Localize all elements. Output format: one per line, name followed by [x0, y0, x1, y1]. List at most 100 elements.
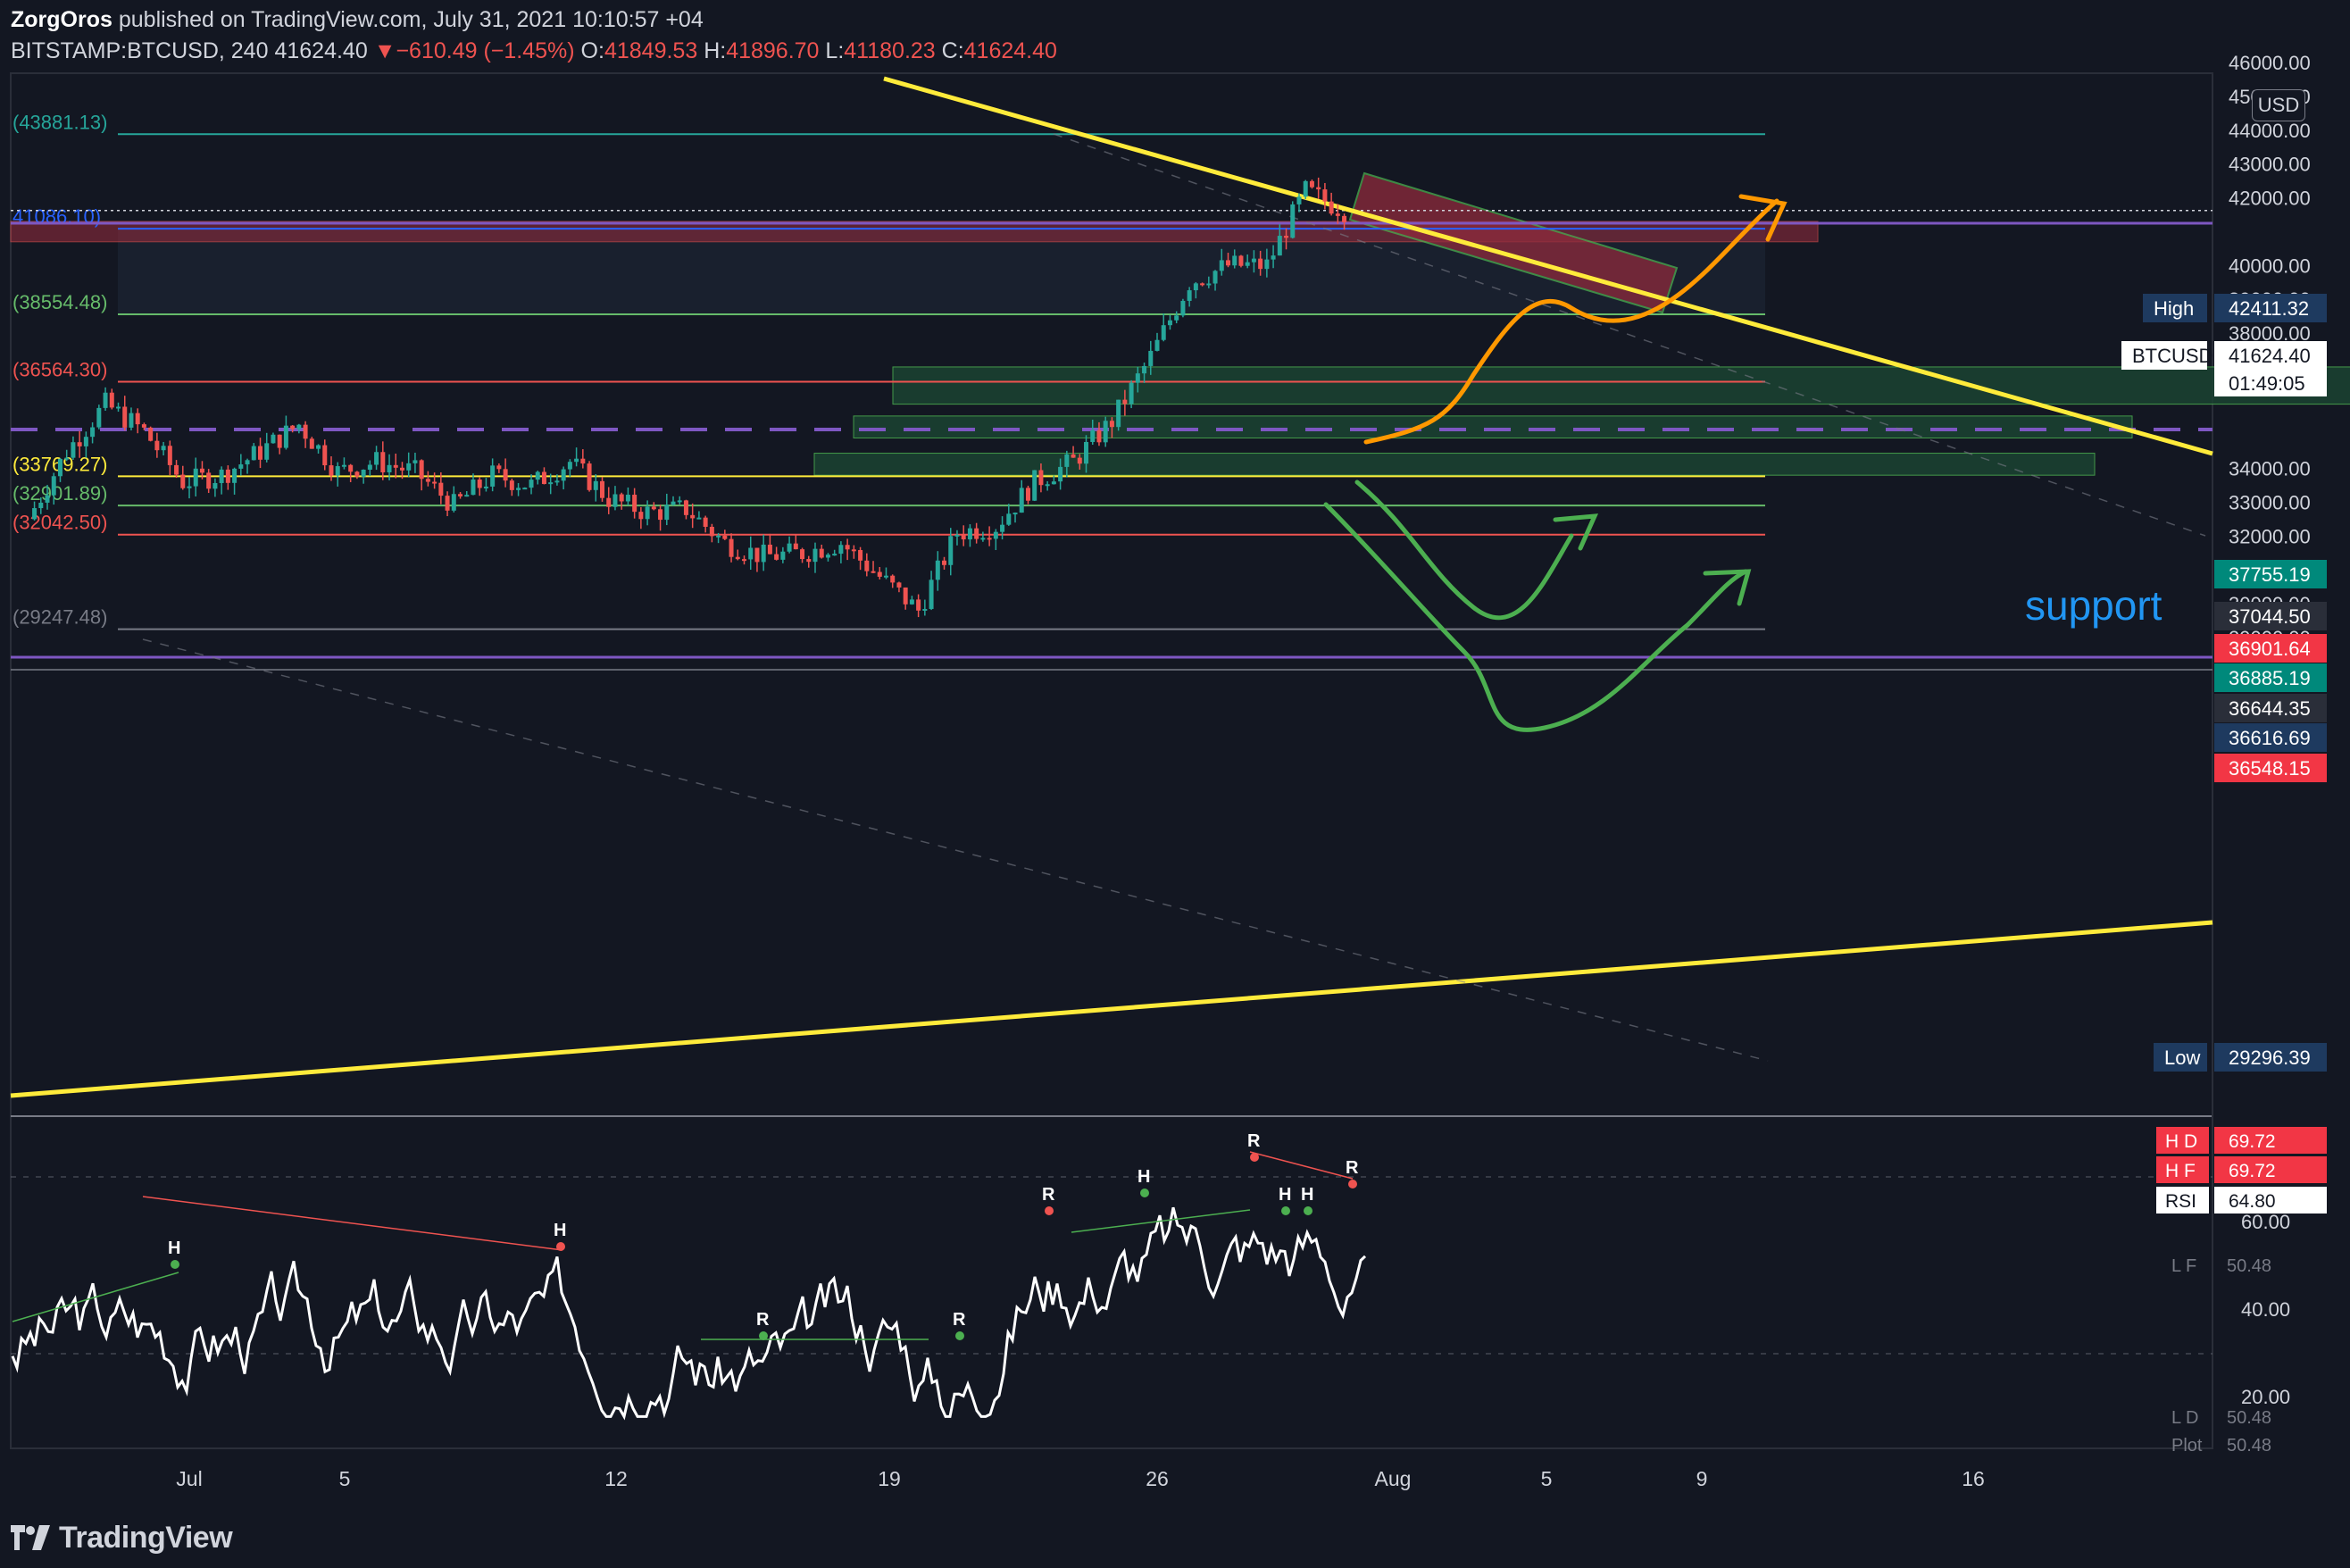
candle-body — [380, 452, 386, 472]
candle-body — [883, 575, 888, 578]
time-axis-tick: 26 — [1146, 1467, 1169, 1490]
candle-body — [806, 559, 812, 563]
candle-body — [154, 440, 160, 451]
candle-body — [225, 469, 230, 483]
price-badge — [2214, 1043, 2327, 1072]
time-axis-tick: 12 — [604, 1467, 628, 1490]
candle-body — [1012, 513, 1018, 515]
candle-body — [1142, 365, 1147, 374]
candle-body — [490, 465, 496, 487]
rsi-axis-tick: 60.00 — [2241, 1211, 2290, 1233]
price-axis-tick: 46000.00 — [2229, 52, 2311, 74]
candle-body — [1329, 201, 1334, 214]
fib-level-label: (38554.48) — [12, 291, 107, 313]
candle-body — [425, 479, 430, 482]
candle-body — [1090, 430, 1096, 443]
candle-body — [625, 495, 630, 502]
candle-body — [1187, 290, 1192, 301]
price-badge-value: 37755.19 — [2229, 563, 2311, 586]
candle-body — [1167, 320, 1172, 326]
candle-body — [935, 560, 940, 580]
candle-body — [864, 560, 870, 571]
high-label: H: — [704, 38, 727, 63]
candle-body — [522, 488, 528, 490]
candle-body — [735, 556, 740, 560]
candle-body — [1271, 255, 1276, 260]
candle-body — [774, 554, 779, 560]
candle-body — [187, 486, 192, 488]
candle-body — [1245, 262, 1250, 266]
candle-body — [180, 474, 186, 488]
low-label: L: — [825, 38, 845, 63]
candle-body — [567, 462, 572, 470]
price-badge-value: 36901.64 — [2229, 638, 2311, 660]
price-badge — [2214, 754, 2327, 782]
candle-body — [793, 543, 798, 550]
candle-body — [1342, 215, 1347, 222]
candle-body — [1051, 481, 1056, 485]
candle-body — [1154, 339, 1160, 351]
candle-body — [193, 468, 198, 487]
green-arrowhead-1 — [1553, 513, 1599, 551]
candle-body — [574, 458, 579, 463]
currency-badge[interactable]: USD — [2252, 89, 2305, 121]
divergence-dot — [1045, 1206, 1054, 1215]
candle-body — [148, 427, 154, 441]
candles-layer — [32, 177, 1347, 618]
time-axis-tick: 16 — [1962, 1467, 1985, 1490]
price-axis-tick: 33000.00 — [2229, 491, 2311, 513]
countdown-badge — [2214, 370, 2327, 396]
price-badge-value: 36885.19 — [2229, 667, 2311, 689]
candle-body — [645, 506, 650, 520]
candle-body — [290, 425, 296, 430]
candle-body — [432, 481, 438, 484]
candle-body — [90, 427, 96, 438]
candle-body — [374, 452, 379, 465]
candle-body — [922, 608, 928, 611]
candle-body — [129, 413, 134, 428]
price-axis-tick: 43000.00 — [2229, 154, 2311, 176]
candle-body — [587, 463, 592, 490]
author-name[interactable]: ZorgOros — [11, 7, 112, 32]
candle-body — [780, 551, 786, 560]
price-badge-value: 36616.69 — [2229, 727, 2311, 749]
candle-body — [1122, 399, 1128, 405]
price-badge — [2214, 602, 2327, 630]
support-annotation[interactable]: support — [2025, 582, 2162, 629]
support-zone-3 — [813, 453, 2096, 476]
candle-body — [1129, 382, 1134, 405]
divergence-mark-label: H — [1301, 1185, 1313, 1205]
price-badge-value: 42411.32 — [2229, 297, 2309, 320]
candle-body — [993, 531, 998, 539]
price-badge-value: 41624.40 — [2229, 345, 2311, 367]
candle-body — [651, 506, 656, 510]
candle-body — [264, 443, 270, 460]
fib-level-label: (29247.48) — [12, 606, 107, 629]
symbol-label[interactable]: BITSTAMP:BTCUSD, 240 — [11, 38, 269, 63]
close-label: C: — [941, 38, 964, 63]
last-price: 41624.40 — [274, 38, 368, 63]
candle-body — [1322, 189, 1328, 202]
candle-body — [161, 446, 166, 451]
candle-body — [606, 497, 612, 507]
publish-info: published on TradingView.com, July 31, 2… — [118, 7, 704, 32]
open-label: O: — [580, 38, 604, 63]
candle-body — [348, 464, 354, 472]
candle-body — [1103, 421, 1108, 443]
candle-body — [238, 464, 244, 469]
low-value: 41180.23 — [844, 38, 936, 63]
candle-body — [1025, 488, 1030, 501]
candle-body — [541, 471, 546, 485]
candle-body — [1264, 259, 1270, 270]
tradingview-logo[interactable]: TradingView — [11, 1518, 233, 1557]
candle-body — [483, 486, 488, 488]
candle-body — [1296, 196, 1302, 204]
bull-divergence-line — [12, 1272, 179, 1322]
green-arrowhead-2 — [1703, 569, 1752, 606]
divergence-mark-label: R — [1346, 1158, 1359, 1178]
candle-body — [96, 407, 102, 428]
rsi-badge-value: 69.72 — [2229, 1131, 2276, 1152]
high-value: 41896.70 — [726, 38, 820, 63]
candle-body — [535, 471, 540, 480]
